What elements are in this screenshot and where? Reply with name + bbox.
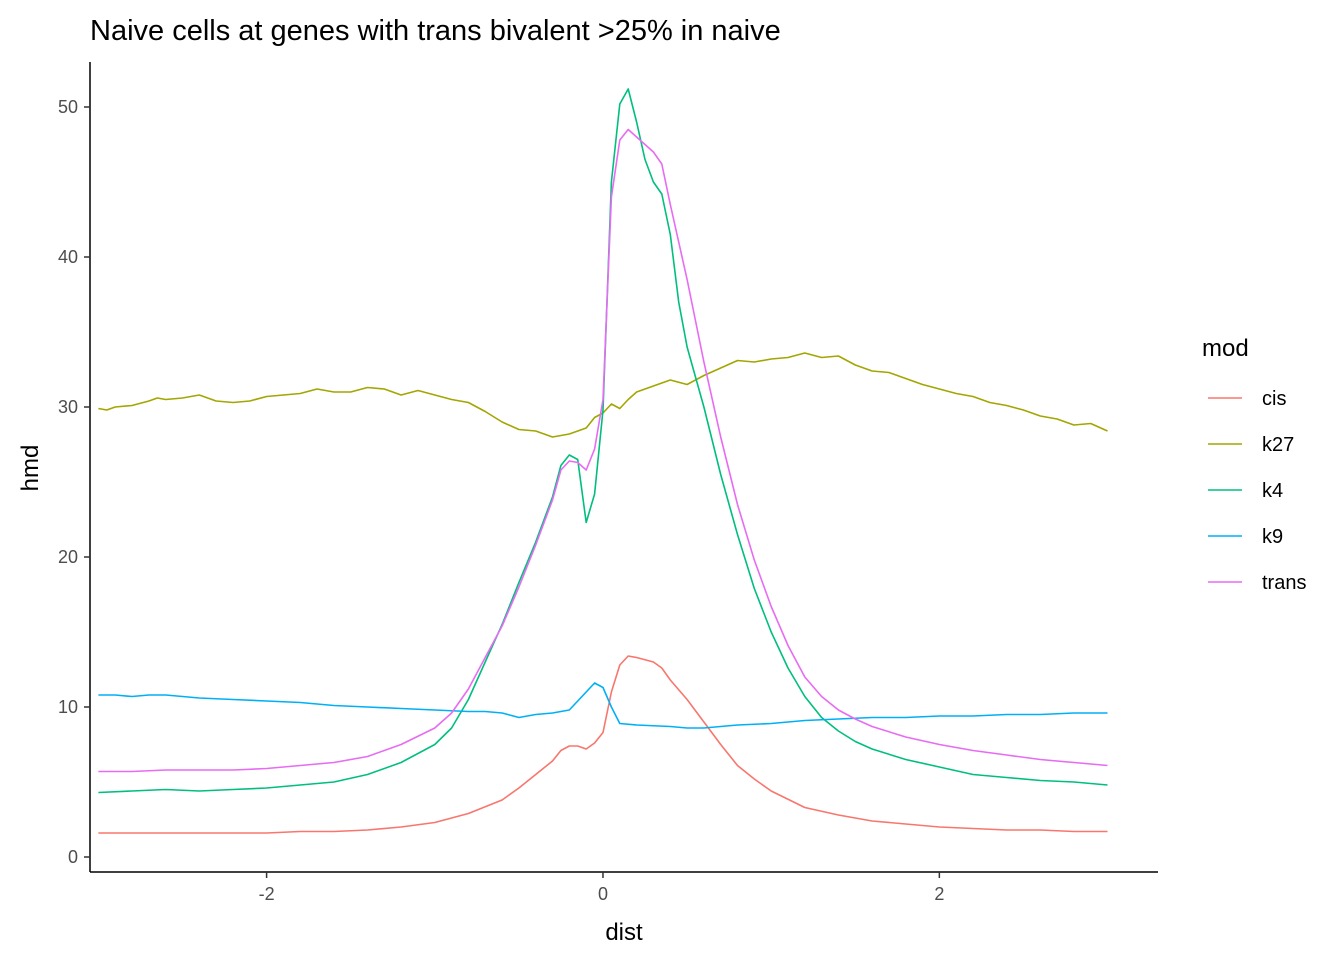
y-tick-label: 30: [58, 397, 78, 417]
legend-label-cis: cis: [1262, 388, 1286, 410]
chart-title: Naive cells at genes with trans bivalent…: [90, 15, 781, 47]
legend-label-k4: k4: [1262, 480, 1283, 502]
y-tick-label: 10: [58, 697, 78, 717]
series-line-trans: [98, 128, 1108, 773]
x-tick-label: 2: [934, 884, 944, 904]
legend-label-trans: trans: [1262, 572, 1306, 594]
legend-title: mod: [1202, 335, 1249, 362]
legend-item-trans: trans: [1208, 572, 1306, 594]
legend-items: cis k27 k4 k9 trans: [1208, 388, 1306, 594]
x-axis-title: dist: [605, 919, 643, 946]
y-tick-label: 20: [58, 547, 78, 567]
legend-label-k9: k9: [1262, 526, 1283, 548]
legend-item-k4: k4: [1208, 480, 1283, 502]
plot-area: [98, 88, 1108, 834]
series-line-k4: [98, 88, 1108, 794]
series-line-k9: [98, 682, 1108, 729]
legend-item-k9: k9: [1208, 526, 1283, 548]
legend: mod cis k27 k4 k9 trans: [1202, 335, 1306, 594]
series-line-k27: [98, 352, 1108, 438]
series-line-cis: [98, 655, 1108, 834]
y-axis-title: hmd: [17, 445, 44, 492]
axis-ticks: 0 10 20 30 40 50 -2 0 2: [58, 97, 944, 904]
legend-item-cis: cis: [1208, 388, 1286, 410]
legend-item-k27: k27: [1208, 434, 1294, 456]
x-tick-label: 0: [598, 884, 608, 904]
axes: [89, 62, 1158, 873]
x-tick-label: -2: [259, 884, 275, 904]
y-tick-label: 0: [68, 847, 78, 867]
y-tick-label: 50: [58, 97, 78, 117]
y-tick-label: 40: [58, 247, 78, 267]
legend-label-k27: k27: [1262, 434, 1294, 456]
